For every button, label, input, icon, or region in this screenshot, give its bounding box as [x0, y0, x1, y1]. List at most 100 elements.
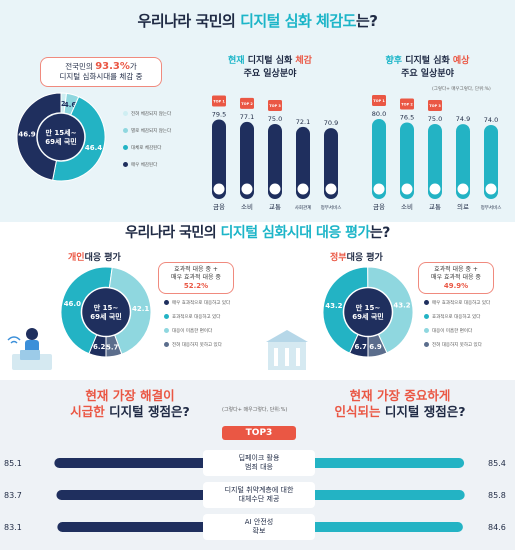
- bar-value-label: 72.1: [296, 118, 310, 126]
- category-icon: [373, 183, 385, 195]
- donut-slice: [105, 334, 123, 358]
- perception-donut-chart: 24.6 46.4 46.9 만 15세~69세 국민: [16, 92, 106, 182]
- slice-value-label: 6.2: [93, 343, 106, 351]
- callout-line2: 디지털 심화시대를 체감 중: [59, 72, 143, 81]
- top-badge: [400, 98, 414, 110]
- bar-value-label: 70.9: [324, 119, 338, 127]
- bar: [212, 119, 226, 199]
- donut-slice: [108, 266, 152, 355]
- category-label: 정부서비스: [321, 204, 342, 211]
- category-icon: [485, 183, 497, 195]
- category-icon: [325, 183, 337, 195]
- donut-slice: [16, 92, 62, 181]
- slice-value-label: 4.6: [64, 101, 77, 109]
- category-label: 소비: [241, 202, 253, 211]
- legend-insufficient: 대응이 미흡한 편이다: [424, 328, 472, 334]
- bar: [372, 119, 386, 199]
- donut-center-label: 69세 국민: [352, 312, 384, 321]
- important-value-1: 85.4: [488, 459, 506, 468]
- current-bar-chart: 79.5 금융 TOP 1 77.1 소비 TOP 2 75.0 교통 TOP 3 72.1 사회관…: [212, 95, 342, 211]
- urgent-value-3: 83.1: [4, 523, 22, 532]
- bar-value-label: 74.9: [456, 115, 470, 123]
- bar: [456, 124, 470, 199]
- topic-1: 딥페이크 활용 범죄 대응: [203, 450, 315, 476]
- bar-value-label: 75.0: [268, 115, 282, 123]
- urgent-bar: [54, 458, 212, 468]
- important-bar: [306, 490, 465, 500]
- donut-center-label: 만 15세~: [46, 128, 77, 137]
- legend-item-1: 전혀 체감되지 않는다: [123, 111, 171, 117]
- topic-3: AI 안전성 확보: [203, 514, 315, 540]
- bar-value-label: 80.0: [372, 110, 386, 118]
- top-badge-label: TOP 2: [241, 102, 253, 106]
- donut-slice: [60, 266, 113, 355]
- bar-value-label: 76.5: [400, 114, 414, 122]
- section-response: 우리나라 국민의 디지털 심화시대 대응 평가는? 개인대응 평가 정부대응 평…: [0, 222, 515, 380]
- legend-item-3: 대체로 체감된다: [123, 145, 161, 151]
- donut-center: [344, 288, 392, 336]
- urgent-value-1: 85.1: [4, 459, 22, 468]
- future-unit-note: (그렇다+ 매우그렇다, 단위:%): [432, 87, 491, 92]
- top-badge-label: TOP 3: [429, 104, 441, 108]
- donut-slice: [52, 96, 106, 182]
- callout-line1: 전국민의 93.3%가: [65, 61, 137, 72]
- title-highlight: 디지털 심화 체감도: [240, 12, 356, 30]
- important-value-3: 84.6: [488, 523, 506, 532]
- category-label: 금융: [213, 203, 225, 211]
- donut-center-label: 69세 국민: [45, 137, 77, 146]
- urgent-title: 현재 가장 해결이 시급한 디지털 쟁점은?: [70, 388, 190, 419]
- slice-value-label: 46.0: [64, 300, 81, 308]
- urgent-bar: [57, 522, 212, 532]
- top-badge: [268, 100, 282, 111]
- donut-center: [82, 288, 130, 336]
- category-icon: [241, 183, 253, 195]
- section-issues: 현재 가장 해결이 시급한 디지털 쟁점은? 현재 가장 중요하게 인식되는 디…: [0, 380, 515, 550]
- slice-value-label: 46.9: [18, 131, 35, 139]
- important-bar: [306, 522, 463, 532]
- individual-callout: 효과적 대응 중 + 매우 효과적 대응 중 52.2%: [158, 262, 234, 294]
- top-badge-label: TOP 1: [373, 99, 385, 103]
- urgent-bar: [56, 490, 213, 500]
- important-bar: [306, 458, 465, 468]
- legend-not-at-all: 전혀 대응하지 못하고 있다: [424, 342, 482, 348]
- bar-value-label: 77.1: [240, 113, 254, 121]
- slice-value-label: 2: [61, 100, 66, 108]
- legend-very-effective: 매우 효과적으로 대응하고 있다: [164, 300, 230, 306]
- future-bar-chart: 80.0 금융 TOP 1 76.5 소비 TOP 2 75.0 교통 TOP 3 74.9 의료 7…: [372, 95, 502, 211]
- legend-item-4: 매우 체감된다: [123, 162, 157, 168]
- bar: [428, 124, 442, 199]
- issues-bar-chart: [54, 458, 465, 532]
- donut-center-label: 만 15~: [94, 303, 119, 312]
- category-icon: [401, 183, 413, 195]
- slice-value-label: 6.9: [369, 343, 382, 351]
- bar-value-label: 74.0: [484, 116, 498, 124]
- donut-slice: [322, 266, 369, 354]
- category-icon: [297, 183, 309, 195]
- top-badge: [428, 100, 442, 111]
- legend-not-at-all: 전혀 대응하지 못하고 있다: [164, 342, 222, 348]
- section2-title: 우리나라 국민의 디지털 심화시대 대응 평가는?: [125, 225, 390, 241]
- urgent-value-2: 83.7: [4, 491, 22, 500]
- slice-value-label: 43.2: [325, 302, 342, 310]
- title-text: 우리나라 국민의: [137, 12, 241, 30]
- topic-2: 디지털 취약계층에 대한 대체수단 제공: [203, 482, 315, 508]
- section-perception: 우리나라 국민의 디지털 심화 체감도는? 전국민의 93.3%가 디지털 심화…: [0, 0, 515, 222]
- category-label: 정부서비스: [481, 204, 502, 211]
- top-badge: [212, 95, 226, 107]
- bar: [296, 126, 310, 199]
- section1-title: 우리나라 국민의 디지털 심화 체감도는?: [0, 10, 515, 31]
- slice-value-label: 5.7: [106, 343, 119, 351]
- bar: [240, 121, 254, 199]
- important-value-2: 85.8: [488, 491, 506, 500]
- government-donut-chart: 6.7 43.2 43.2 6.9 만 15~69세 국민: [322, 266, 414, 358]
- top-badge-label: TOP 1: [213, 100, 225, 104]
- important-title: 현재 가장 중요하게 인식되는 디지털 쟁점은?: [334, 388, 466, 419]
- bar: [268, 124, 282, 199]
- slice-value-label: 6.7: [355, 343, 368, 351]
- top-badge: [240, 97, 254, 109]
- legend-effective: 효과적으로 대응하고 있다: [164, 314, 220, 320]
- individual-title: 개인대응 평가: [68, 253, 121, 263]
- category-label: 교통: [269, 203, 281, 211]
- top-badge-label: TOP 3: [269, 104, 281, 108]
